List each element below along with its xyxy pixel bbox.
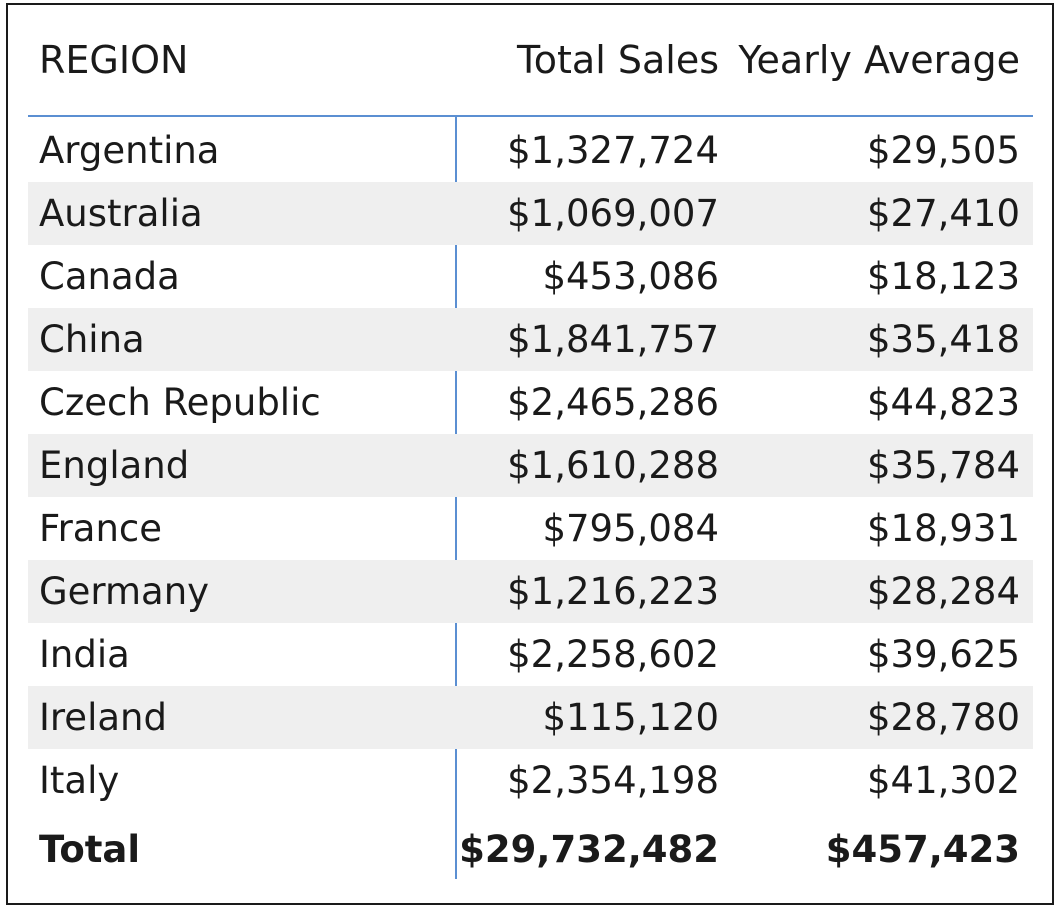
sales-table: REGION Total Sales Yearly Average Argent…: [28, 5, 1033, 882]
region-cell: India: [39, 633, 130, 676]
yearly-average-cell: $27,410: [866, 192, 1020, 235]
total-label: Total: [39, 827, 141, 871]
table-row: Argentina $1,327,724 $29,505: [28, 119, 1033, 182]
region-cell: Canada: [39, 255, 180, 298]
total-sales-cell: $1,216,223: [507, 570, 719, 613]
yearly-average-cell: $35,418: [866, 318, 1020, 361]
region-cell: France: [39, 507, 163, 550]
yearly-average-cell: $39,625: [866, 633, 1020, 676]
yearly-average-sum: $457,423: [825, 827, 1020, 871]
table-row: Czech Republic $2,465,286 $44,823: [28, 371, 1033, 434]
region-cell: England: [39, 444, 190, 487]
yearly-average-cell: $44,823: [866, 381, 1020, 424]
yearly-average-cell: $41,302: [866, 759, 1020, 802]
total-sales-cell: $2,258,602: [507, 633, 719, 676]
total-sales-cell: $2,465,286: [507, 381, 719, 424]
region-cell: Germany: [39, 570, 210, 613]
total-sales-cell: $453,086: [542, 255, 719, 298]
table-visual: REGION Total Sales Yearly Average Argent…: [6, 3, 1054, 905]
total-sales-cell: $115,120: [542, 696, 719, 739]
total-sales-cell: $1,841,757: [507, 318, 719, 361]
column-header-region[interactable]: REGION: [39, 38, 189, 82]
table-total-row: Total $29,732,482 $457,423: [28, 816, 1033, 882]
table-row: Italy $2,354,198 $41,302: [28, 749, 1033, 812]
column-divider: [455, 117, 457, 879]
column-header-total-sales[interactable]: Total Sales: [517, 38, 719, 82]
region-cell: Czech Republic: [39, 381, 321, 424]
yearly-average-cell: $18,931: [866, 507, 1020, 550]
table-row: Australia $1,069,007 $27,410: [28, 182, 1033, 245]
table-row: France $795,084 $18,931: [28, 497, 1033, 560]
total-sales-cell: $1,069,007: [507, 192, 719, 235]
table-row: Canada $453,086 $18,123: [28, 245, 1033, 308]
yearly-average-cell: $18,123: [866, 255, 1020, 298]
table-row: Ireland $115,120 $28,780: [28, 686, 1033, 749]
total-sales-sum: $29,732,482: [459, 827, 719, 871]
yearly-average-cell: $28,780: [866, 696, 1020, 739]
region-cell: Italy: [39, 759, 120, 802]
total-sales-cell: $1,327,724: [507, 129, 719, 172]
yearly-average-cell: $29,505: [866, 129, 1020, 172]
table-header-row: REGION Total Sales Yearly Average: [28, 5, 1033, 117]
table-row: Germany $1,216,223 $28,284: [28, 560, 1033, 623]
region-cell: China: [39, 318, 145, 361]
table-row: India $2,258,602 $39,625: [28, 623, 1033, 686]
region-cell: Ireland: [39, 696, 167, 739]
table-row: England $1,610,288 $35,784: [28, 434, 1033, 497]
table-body: Argentina $1,327,724 $29,505 Australia $…: [28, 119, 1033, 882]
total-sales-cell: $2,354,198: [507, 759, 719, 802]
region-cell: Australia: [39, 192, 203, 235]
total-sales-cell: $1,610,288: [507, 444, 719, 487]
table-row: China $1,841,757 $35,418: [28, 308, 1033, 371]
column-header-yearly-average[interactable]: Yearly Average: [738, 38, 1020, 82]
total-sales-cell: $795,084: [542, 507, 719, 550]
yearly-average-cell: $28,284: [866, 570, 1020, 613]
region-cell: Argentina: [39, 129, 220, 172]
yearly-average-cell: $35,784: [866, 444, 1020, 487]
